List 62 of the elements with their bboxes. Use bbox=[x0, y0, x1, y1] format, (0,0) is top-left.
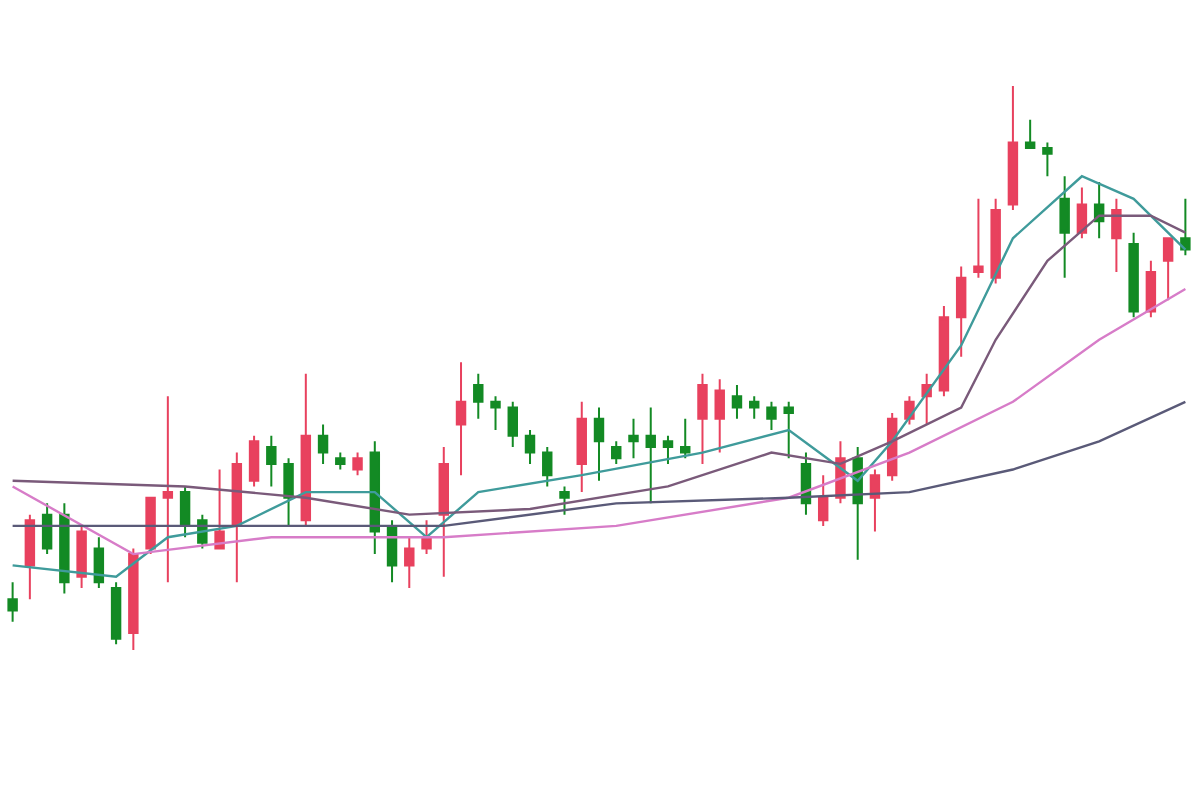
candlestick bbox=[697, 372, 708, 465]
candlestick bbox=[524, 429, 536, 465]
candlestick bbox=[162, 395, 174, 584]
candlestick bbox=[128, 547, 139, 650]
candlestick bbox=[455, 361, 467, 477]
candlestick bbox=[611, 440, 622, 465]
candlestick bbox=[335, 451, 346, 471]
candlestick bbox=[59, 502, 70, 595]
candlestick bbox=[955, 265, 967, 358]
candlestick bbox=[645, 406, 656, 505]
candlestick bbox=[266, 434, 277, 488]
candlestick bbox=[369, 440, 381, 556]
candlestick bbox=[783, 400, 794, 460]
candlestick bbox=[1111, 197, 1122, 274]
candlestick bbox=[1059, 175, 1070, 279]
candlestick bbox=[490, 395, 501, 432]
candlestick bbox=[1162, 237, 1174, 302]
candlestick bbox=[749, 395, 760, 420]
candlestick bbox=[317, 423, 329, 465]
candlestick bbox=[817, 474, 829, 527]
candlestick bbox=[214, 468, 225, 550]
candlestick bbox=[179, 485, 191, 539]
candlestick bbox=[938, 304, 950, 398]
candlestick bbox=[593, 406, 605, 482]
candlestick bbox=[1076, 186, 1088, 240]
candlestick bbox=[1024, 118, 1036, 150]
candlestick bbox=[248, 434, 260, 488]
candlestick bbox=[145, 496, 156, 556]
candlestick bbox=[731, 383, 743, 420]
candlestick bbox=[421, 519, 432, 556]
candlestick bbox=[1145, 259, 1157, 319]
candlestick bbox=[1093, 180, 1105, 240]
candlestick bbox=[7, 581, 18, 623]
candlestick bbox=[576, 400, 587, 494]
candlestick bbox=[110, 581, 122, 646]
candlestick bbox=[766, 400, 777, 432]
candlestick bbox=[973, 197, 984, 279]
candlestick bbox=[559, 485, 570, 516]
candlestick bbox=[300, 372, 312, 527]
candlestick bbox=[24, 513, 36, 601]
candlestick bbox=[990, 197, 1001, 285]
candlestick bbox=[1007, 86, 1019, 212]
candlestick bbox=[438, 445, 449, 578]
candlestick bbox=[542, 445, 553, 488]
candlestick bbox=[1128, 231, 1139, 319]
candlestick bbox=[231, 451, 243, 584]
candlestick bbox=[76, 524, 87, 589]
candlestick bbox=[404, 536, 415, 589]
candlestick bbox=[662, 434, 674, 465]
candlestick bbox=[680, 417, 691, 460]
candlestick bbox=[386, 519, 398, 584]
candlestick bbox=[1042, 141, 1053, 178]
candlestick bbox=[473, 372, 484, 420]
candlestick bbox=[507, 400, 518, 448]
candlestick bbox=[283, 457, 294, 527]
candlestick bbox=[352, 451, 363, 477]
candlestick bbox=[93, 536, 105, 589]
candlestick bbox=[714, 378, 725, 454]
candlestick bbox=[1180, 197, 1191, 257]
candlestick bbox=[628, 417, 639, 460]
candlestick bbox=[869, 468, 881, 533]
candlestick bbox=[41, 502, 53, 556]
